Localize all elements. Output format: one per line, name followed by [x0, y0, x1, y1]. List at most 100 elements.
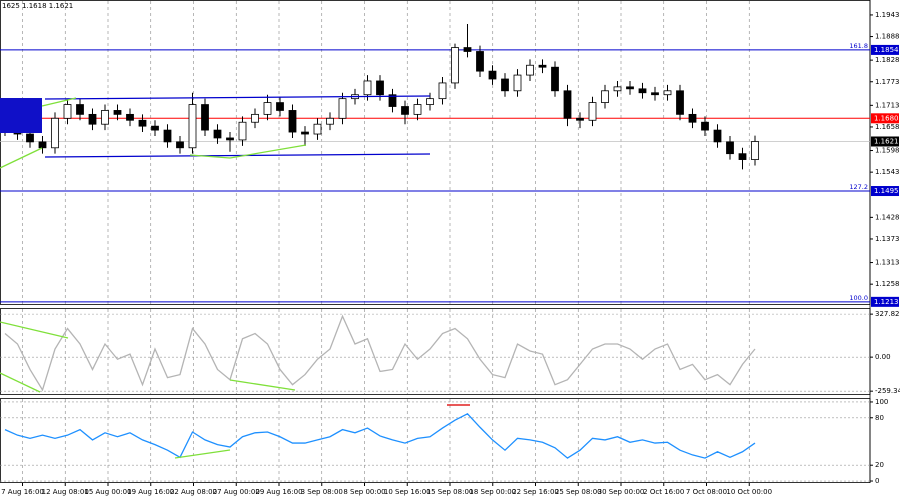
candle-body	[88, 113, 97, 125]
candle-body	[626, 86, 634, 90]
candle-body	[713, 129, 722, 143]
candle-body	[276, 102, 284, 111]
candle-body	[738, 153, 747, 160]
y-tick-label: 1.1543	[875, 168, 900, 176]
trend-line	[0, 321, 69, 339]
candle-body	[151, 125, 159, 131]
fib-label: 100.0	[849, 294, 868, 302]
candle-body	[376, 80, 384, 96]
x-tick-label: 22 Aug 08:00	[170, 488, 217, 496]
level-label: 1.1854	[874, 46, 899, 54]
drawings	[0, 95, 470, 459]
x-tick-label: 19 Aug 16:00	[127, 488, 174, 496]
candle-body	[426, 98, 434, 105]
y-tick-label: 1.1773	[875, 78, 900, 86]
candle-body	[638, 88, 647, 94]
candle-body	[538, 64, 547, 68]
y-tick-label: 327.826	[875, 310, 900, 318]
candle-body	[751, 141, 759, 160]
current-price-box	[871, 136, 899, 147]
level-label-box	[871, 113, 899, 124]
level-label: 1.1680	[874, 114, 899, 122]
x-tick-label: 10 Oct 00:00	[726, 488, 772, 496]
x-tick-label: 2 Oct 16:00	[643, 488, 684, 496]
x-tick-label: 3 Sep 08:00	[301, 488, 343, 496]
candle-body	[663, 90, 672, 96]
zone-box	[0, 98, 42, 133]
y-tick-label: 1.1888	[875, 33, 900, 41]
y-tick-label: 0.00	[875, 353, 891, 361]
candle-body	[313, 123, 322, 135]
candle-body	[601, 90, 609, 103]
candle-body	[338, 98, 347, 119]
y-tick-label: -259.342	[875, 387, 900, 395]
candle-body	[101, 110, 109, 125]
trend-line	[41, 97, 77, 107]
candle-body	[51, 117, 59, 149]
x-tick-label: 25 Sep 08:00	[555, 488, 602, 496]
x-tick-label: 18 Sep 00:00	[469, 488, 516, 496]
candle-body	[113, 110, 122, 115]
level-label-box	[871, 186, 899, 197]
candle-body	[126, 113, 134, 121]
candle-body	[188, 104, 197, 149]
x-tick-label: 7 Oct 08:00	[686, 488, 727, 496]
candle-body	[451, 47, 459, 84]
y-tick-label: 100	[875, 398, 888, 406]
candle-body	[363, 80, 372, 96]
channel-lower	[44, 153, 431, 158]
header-text: 1625 1.1618 1.1621	[2, 2, 73, 10]
y-tick-label: 20	[875, 461, 884, 469]
candle-body	[613, 86, 622, 92]
candle-body	[263, 102, 272, 115]
candle-body	[176, 141, 184, 149]
current-price-label: 1.1621	[874, 137, 899, 145]
candle-body	[388, 94, 397, 107]
candle-body	[26, 133, 34, 143]
x-tick-label: 29 Aug 16:00	[255, 488, 302, 496]
y-tick-label: 1.1598	[875, 147, 900, 155]
candle-body	[588, 102, 597, 121]
x-tick-label: 12 Aug 08:00	[42, 488, 89, 496]
candle-body	[726, 141, 734, 155]
candle-body	[501, 78, 509, 92]
x-tick-label: 30 Sep 00:00	[598, 488, 645, 496]
candle-body	[38, 141, 47, 149]
fib-label: 127.2	[849, 183, 868, 191]
candle-body	[326, 117, 334, 125]
y-tick-label: 1.1258	[875, 280, 900, 288]
trend-line	[189, 154, 231, 159]
candle-body	[413, 104, 422, 115]
candle-body	[513, 74, 522, 92]
y-tick-label: 1.1658	[875, 123, 900, 131]
candle-body	[576, 117, 584, 121]
level-label-box	[871, 44, 899, 55]
trend-line	[174, 449, 231, 459]
candle-body	[138, 119, 147, 127]
trend-line	[229, 144, 307, 159]
candle-body	[76, 104, 84, 115]
candle-body	[488, 70, 497, 80]
candle-body	[563, 90, 572, 119]
candle-body	[476, 51, 484, 72]
y-tick-label: 1.1373	[875, 235, 900, 243]
candle-body	[301, 131, 309, 135]
candle-body	[463, 47, 472, 52]
candle-body	[676, 90, 684, 115]
y-tick-label: 1.1828	[875, 56, 900, 64]
trend-line	[0, 372, 41, 393]
candle-body	[238, 121, 247, 141]
x-tick-label: 15 Sep 08:00	[427, 488, 474, 496]
candle-body	[651, 92, 659, 96]
y-tick-label: 1.1428	[875, 213, 900, 221]
candle-body	[163, 129, 172, 143]
level-label: 1.1495	[874, 187, 899, 195]
y-tick-label: 1.1943	[875, 11, 900, 19]
y-tick-label: 80	[875, 414, 884, 422]
x-tick-label: 15 Aug 00:00	[84, 488, 131, 496]
indicator-line	[4, 314, 756, 392]
y-tick-label: 0	[875, 477, 879, 485]
channel-upper	[44, 95, 431, 100]
indicator-line	[4, 413, 756, 459]
